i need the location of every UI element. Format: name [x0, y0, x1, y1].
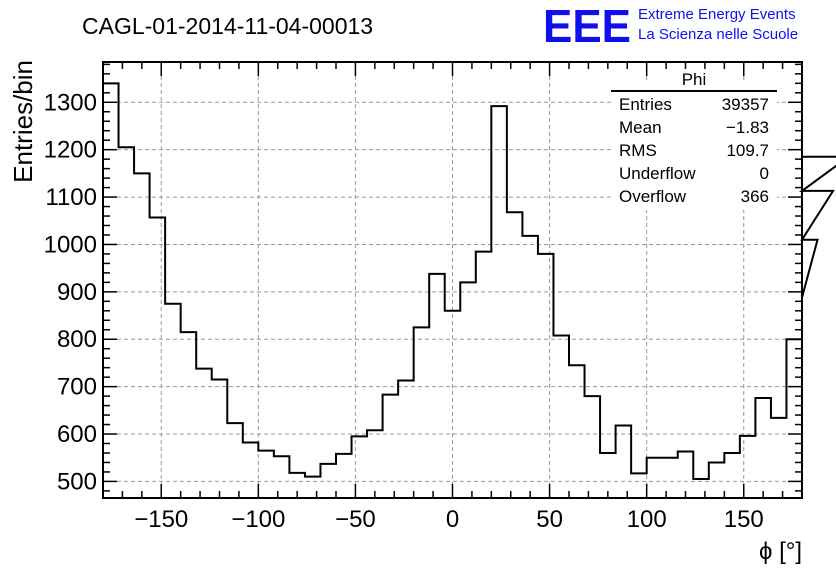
histogram-line [102, 82, 836, 498]
stats-label-overflow: Overflow [619, 187, 687, 206]
logo-line-2: La Scienza nelle Scuole [638, 26, 798, 43]
y-tick-label: 1300 [44, 89, 97, 116]
x-tick-label: 50 [536, 506, 563, 533]
y-tick-label: 1100 [45, 184, 97, 211]
y-tick-label: 1000 [44, 231, 97, 258]
stats-value-entries: 39357 [722, 95, 769, 114]
x-tick-label: 150 [724, 506, 764, 533]
y-tick-label: 600 [57, 421, 97, 448]
x-tick-label: 100 [627, 506, 667, 533]
stats-label-mean: Mean [619, 118, 662, 137]
eee-logo-mark: EEE [543, 0, 631, 52]
y-tick-label: 900 [57, 279, 97, 306]
stats-label-underflow: Underflow [619, 164, 696, 183]
axis-ticks [102, 62, 803, 498]
chart-title: CAGL-01-2014-11-04-00013 [82, 13, 373, 39]
stats-value-rms: 109.7 [726, 141, 769, 160]
logo-line-1: Extreme Energy Events [638, 6, 796, 23]
stats-value-mean: −1.83 [726, 118, 769, 137]
x-tick-label: −50 [335, 506, 376, 533]
stats-label-entries: Entries [619, 95, 672, 114]
x-tick-label: −100 [231, 506, 285, 533]
grid-lines [103, 62, 802, 498]
y-axis-label: Entries/bin [8, 60, 38, 183]
y-tick-label: 1200 [44, 137, 97, 164]
y-tick-label: 500 [57, 468, 97, 495]
stats-title: Phi [682, 70, 707, 89]
tick-labels: −150 −100 −50 0 50 100 150 500 600 700 800 900 1000 1… [44, 89, 764, 533]
stats-box: Phi Entries 39357 Mean −1.83 RMS 109.7 U… [611, 70, 777, 210]
x-tick-label: −150 [134, 506, 188, 533]
stats-box-background [611, 80, 777, 210]
x-tick-label: 0 [446, 506, 459, 533]
x-axis-label: ϕ [°] [759, 538, 802, 565]
stats-value-underflow: 0 [760, 164, 769, 183]
stats-value-overflow: 366 [741, 187, 769, 206]
stats-label-rms: RMS [619, 141, 657, 160]
y-tick-label: 800 [57, 326, 97, 353]
y-tick-label: 700 [57, 374, 97, 401]
